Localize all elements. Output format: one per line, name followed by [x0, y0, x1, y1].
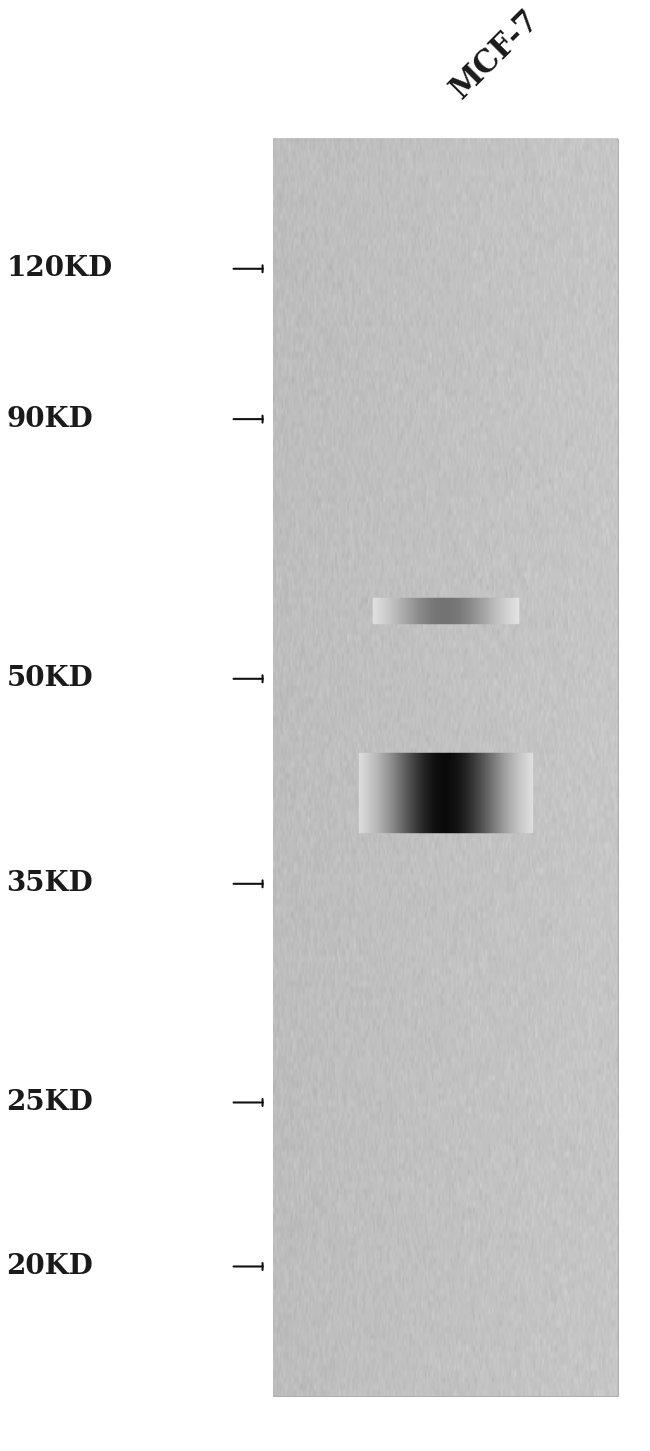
Text: 25KD: 25KD — [6, 1090, 93, 1116]
FancyBboxPatch shape — [273, 139, 618, 1396]
Text: 50KD: 50KD — [6, 666, 93, 692]
Text: 35KD: 35KD — [6, 871, 93, 897]
Text: MCF-7: MCF-7 — [445, 4, 546, 104]
Text: 20KD: 20KD — [6, 1254, 93, 1280]
Text: 120KD: 120KD — [6, 255, 112, 283]
Text: 90KD: 90KD — [6, 406, 93, 432]
